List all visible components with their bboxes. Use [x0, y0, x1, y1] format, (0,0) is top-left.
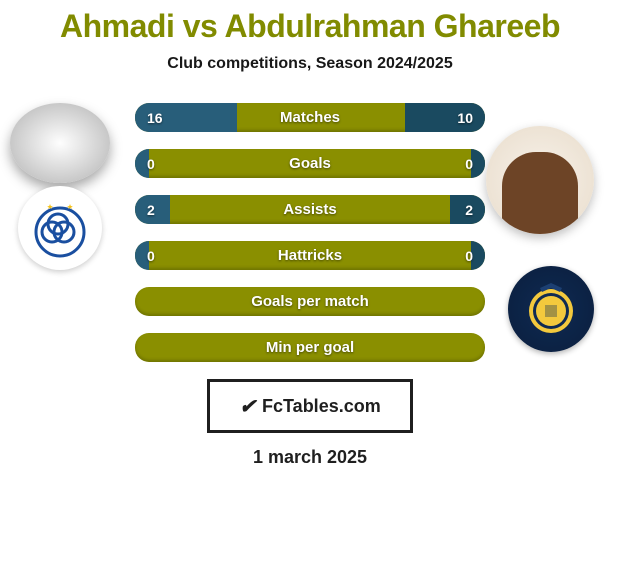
stat-right-value: 2: [465, 202, 473, 218]
stat-right-value: 10: [457, 110, 473, 126]
source-badge: ✔ FcTables.com: [0, 379, 620, 433]
stats-container: 16 Matches 10 0 Goals 0 2 Assists 2 0 Ha…: [0, 103, 620, 362]
stat-row-assists: 2 Assists 2: [0, 195, 620, 224]
stat-row-matches: 16 Matches 10: [0, 103, 620, 132]
stat-row-hattricks: 0 Hattricks 0: [0, 241, 620, 270]
stat-label: Goals: [289, 155, 331, 172]
stat-row-goals: 0 Goals 0: [0, 149, 620, 178]
stat-bar: Min per goal: [135, 333, 485, 362]
stat-right-value: 0: [465, 156, 473, 172]
stat-row-gpm: Goals per match: [0, 287, 620, 316]
stat-label: Goals per match: [251, 293, 369, 310]
stat-bar: Goals per match: [135, 287, 485, 316]
check-icon: ✔: [239, 394, 256, 419]
stat-row-mpg: Min per goal: [0, 333, 620, 362]
stat-left-value: 2: [147, 202, 155, 218]
stat-left-value: 0: [147, 248, 155, 264]
stat-left-value: 16: [147, 110, 163, 126]
source-badge-inner: ✔ FcTables.com: [207, 379, 413, 433]
stat-label: Min per goal: [266, 339, 354, 356]
page-title: Ahmadi vs Abdulrahman Ghareeb: [0, 8, 620, 45]
stat-bar: 16 Matches 10: [135, 103, 485, 132]
stat-bar: 0 Hattricks 0: [135, 241, 485, 270]
stat-right-value: 0: [465, 248, 473, 264]
stat-bar: 2 Assists 2: [135, 195, 485, 224]
date: 1 march 2025: [0, 447, 620, 468]
stat-left-value: 0: [147, 156, 155, 172]
stat-label: Hattricks: [278, 247, 342, 264]
subtitle: Club competitions, Season 2024/2025: [0, 55, 620, 73]
stat-bar: 0 Goals 0: [135, 149, 485, 178]
stat-label: Matches: [280, 109, 340, 126]
stat-label: Assists: [283, 201, 336, 218]
source-text: FcTables.com: [262, 396, 381, 417]
